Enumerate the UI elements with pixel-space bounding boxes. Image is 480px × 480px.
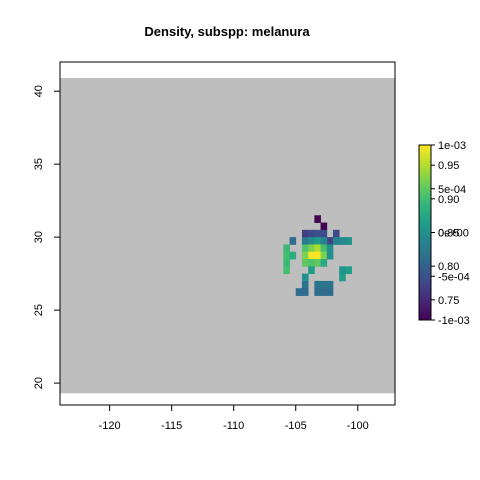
colorbar-label: 0.85 — [438, 228, 459, 240]
heatmap-cell — [320, 229, 328, 238]
heatmap-cell — [314, 251, 321, 260]
heatmap-cell — [308, 229, 315, 238]
heatmap-cell — [314, 229, 321, 238]
heatmap-cell — [326, 288, 334, 296]
y-tick-label: 35 — [33, 158, 45, 170]
y-axis: 20 25 30 35 40 — [33, 85, 60, 389]
y-tick-label: 30 — [33, 231, 45, 243]
heatmap-cell — [308, 237, 315, 245]
heatmap-cell — [308, 266, 315, 275]
heatmap-cell — [339, 273, 346, 282]
heatmap-cell — [289, 251, 297, 260]
heatmap-cell — [314, 288, 321, 296]
heatmap-cell — [301, 244, 309, 253]
heatmap-cell — [314, 259, 321, 267]
plot-frame — [59, 61, 396, 406]
heatmap-cell — [339, 237, 346, 245]
heatmap-cell — [289, 237, 297, 245]
colorbar-label: 0e+00 — [438, 228, 469, 240]
heatmap-cell — [332, 229, 340, 238]
x-axis: -120 -115 -110 -105 -100 — [99, 405, 369, 432]
heatmap-cell — [326, 251, 334, 260]
colorbar-label: 0.90 — [438, 194, 459, 206]
heatmap-cell — [301, 251, 309, 260]
heatmap-cell — [320, 288, 328, 296]
colorbar-label: 0.75 — [438, 295, 459, 307]
chart-title: Density, subspp: melanura — [144, 24, 310, 39]
y-tick-label: 40 — [33, 85, 45, 97]
heatmap-cell — [314, 215, 321, 223]
heatmap-cell — [301, 273, 309, 282]
heatmap-cell — [308, 244, 315, 253]
x-tick-label: -110 — [223, 420, 244, 432]
heatmap-cell — [314, 244, 321, 253]
heatmap-cell — [339, 266, 346, 275]
colorbar-label: 0.95 — [438, 160, 459, 172]
heatmap-cell — [308, 251, 315, 260]
colorbar-label: 0.80 — [438, 261, 459, 273]
heatmap-cell — [283, 266, 290, 275]
x-tick-label: -105 — [285, 420, 307, 432]
heatmap-cell — [301, 288, 309, 296]
colorbar-label: -5e-04 — [438, 271, 470, 283]
heatmap-cell — [326, 237, 334, 245]
heatmap-cell — [320, 280, 328, 289]
heatmap-cell — [320, 251, 328, 260]
heatmap-cell — [320, 237, 328, 245]
heatmap-cell — [301, 280, 309, 289]
heatmap-cell — [326, 244, 334, 253]
heatmap-cell — [326, 280, 334, 289]
heatmap-cell — [301, 229, 309, 238]
heatmap-cell — [345, 266, 352, 275]
colorbar-gradient — [418, 144, 432, 321]
heatmap-cell — [308, 259, 315, 267]
heatmap-cell — [301, 237, 309, 245]
x-tick-label: -115 — [161, 420, 182, 432]
colorbar-legend: 1e-03 5e-04 0e+00 -5e-04 -1e-03 0.95 0.90 0.85 0… — [418, 140, 470, 327]
heatmap-cell — [283, 244, 290, 253]
heatmap-cell — [314, 237, 321, 245]
colorbar-label: 5e-04 — [438, 184, 466, 196]
heatmap-cell — [320, 259, 328, 267]
y-tick-label: 20 — [33, 377, 45, 389]
heatmap-cell — [301, 259, 309, 267]
x-tick-label: -100 — [347, 420, 369, 432]
heatmap-cell — [332, 237, 340, 245]
heatmap-cell — [320, 222, 328, 231]
colorbar-label: -1e-03 — [438, 315, 470, 327]
heatmap-cell — [314, 280, 321, 289]
background-region — [60, 78, 395, 394]
heatmap-cell — [283, 251, 290, 260]
x-tick-label: -120 — [99, 420, 121, 432]
heatmap-cell — [295, 288, 303, 296]
heatmap-cell — [345, 237, 352, 245]
plot-area — [60, 78, 395, 394]
colorbar-label: 1e-03 — [438, 140, 466, 152]
heatmap-cell — [320, 244, 328, 253]
y-tick-label: 25 — [33, 304, 45, 316]
heatmap-cell — [283, 259, 290, 267]
